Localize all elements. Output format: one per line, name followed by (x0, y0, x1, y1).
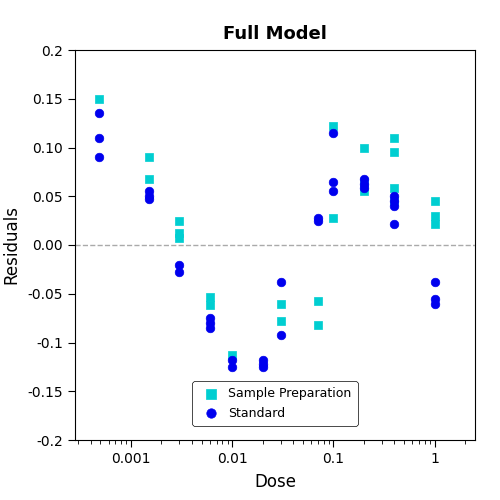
Sample Preparation (330, 214, 338, 222)
Sample Preparation (314, 296, 322, 304)
Sample Preparation (206, 292, 214, 300)
Sample Preparation (390, 148, 398, 156)
Sample Preparation (430, 197, 438, 205)
Standard (228, 356, 236, 364)
Standard (145, 192, 153, 200)
Y-axis label: Residuals: Residuals (2, 206, 21, 284)
Sample Preparation (96, 95, 104, 103)
Sample Preparation (258, 408, 266, 416)
Standard (206, 314, 214, 322)
Standard (390, 192, 398, 200)
Standard (258, 356, 266, 364)
X-axis label: Dose: Dose (254, 473, 296, 491)
Standard (276, 330, 284, 338)
Sample Preparation (145, 174, 153, 182)
Sample Preparation (228, 386, 236, 394)
Standard (145, 188, 153, 196)
Standard (360, 184, 368, 192)
Sample Preparation (360, 188, 368, 196)
Sample Preparation (228, 351, 236, 359)
Sample Preparation (360, 178, 368, 186)
Standard (390, 197, 398, 205)
Sample Preparation (330, 122, 338, 130)
Sample Preparation (390, 197, 398, 205)
Standard (228, 397, 236, 405)
Sample Preparation (176, 234, 184, 242)
Standard (430, 300, 438, 308)
Sample Preparation (314, 321, 322, 329)
Standard (430, 294, 438, 302)
Standard (258, 360, 266, 368)
Standard (330, 129, 338, 137)
Standard (330, 178, 338, 186)
Title: Full Model: Full Model (223, 25, 327, 43)
Sample Preparation (390, 134, 398, 142)
Sample Preparation (430, 220, 438, 228)
Sample Preparation (360, 144, 368, 152)
Standard (96, 153, 104, 161)
Sample Preparation (276, 300, 284, 308)
Standard (206, 324, 214, 332)
Sample Preparation (390, 184, 398, 192)
Standard (390, 220, 398, 228)
Standard (228, 363, 236, 371)
Sample Preparation (258, 405, 266, 413)
Standard (430, 278, 438, 286)
Sample Preparation (430, 212, 438, 220)
Standard (258, 363, 266, 371)
Standard (145, 195, 153, 203)
Standard (314, 216, 322, 224)
Standard (360, 174, 368, 182)
Standard (314, 214, 322, 222)
Standard (96, 134, 104, 142)
Sample Preparation (276, 317, 284, 325)
Sample Preparation (206, 302, 214, 310)
Legend: Sample Preparation, Standard: Sample Preparation, Standard (192, 381, 358, 426)
Sample Preparation (176, 216, 184, 224)
Standard (176, 260, 184, 268)
Standard (206, 319, 214, 327)
Standard (96, 110, 104, 118)
Standard (360, 180, 368, 188)
Sample Preparation (145, 153, 153, 161)
Standard (330, 188, 338, 196)
Sample Preparation (176, 230, 184, 237)
Standard (176, 268, 184, 276)
Standard (390, 202, 398, 210)
Standard (276, 278, 284, 286)
